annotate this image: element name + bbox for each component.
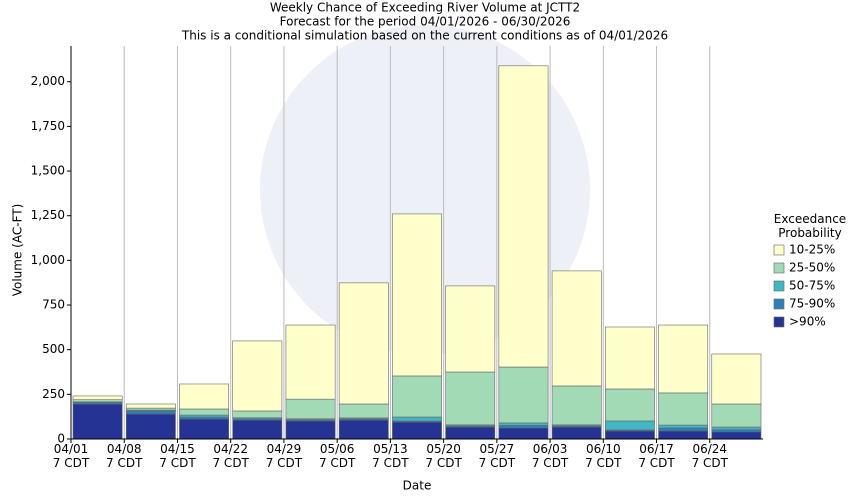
y-axis-label: Volume (AC-FT): [11, 204, 25, 297]
bar-segment: [445, 426, 496, 440]
bar-segment: [392, 416, 442, 422]
bar-segment: [232, 410, 283, 419]
x-tick-label: 06/10 7 CDT: [585, 442, 622, 470]
bar-segment: [551, 426, 602, 440]
legend-swatch: [773, 262, 785, 274]
bar-segment: [605, 430, 655, 440]
bar-segment: [125, 410, 176, 415]
bar-segment: [711, 426, 762, 431]
bar-segment: [605, 420, 655, 431]
x-tick-label: 04/29 7 CDT: [265, 442, 303, 470]
bar-segment: [285, 324, 336, 400]
x-axis-label: Date: [403, 479, 432, 493]
bar-segment: [711, 353, 762, 405]
bar-segment: [605, 388, 655, 422]
bar-segment: [445, 285, 496, 373]
bar-segment: [711, 429, 762, 433]
bar-segment: [125, 403, 176, 409]
bar-segment: [498, 422, 549, 426]
bar-segment: [551, 270, 602, 387]
x-tick-label: 04/15 7 CDT: [159, 442, 196, 470]
x-tick-label: 05/13 7 CDT: [372, 442, 409, 470]
x-tick-label: 04/22 7 CDT: [212, 442, 249, 470]
y-tick-label: 1,500: [31, 164, 65, 178]
bar-segment: [72, 395, 123, 401]
legend-label: 75-90%: [789, 297, 835, 311]
legend-label: 25-50%: [789, 261, 835, 275]
legend-swatch: [773, 316, 785, 328]
x-tick-label: 05/06 7 CDT: [318, 442, 356, 470]
bar-segment: [711, 403, 762, 428]
bar-segment: [392, 421, 442, 440]
bar-segment: [72, 399, 123, 403]
bar-segment: [711, 431, 762, 440]
bar-segment: [232, 340, 283, 412]
legend-label: 10-25%: [789, 243, 835, 257]
legend-label: >90%: [789, 315, 826, 329]
x-tick-label: 06/03 7 CDT: [531, 442, 569, 470]
bar-segment: [179, 418, 229, 440]
bar-segment: [658, 430, 709, 440]
bar-segment: [658, 324, 709, 394]
bar-segment: [498, 366, 549, 424]
legend-swatch: [773, 298, 785, 310]
x-tick-label: 04/01 7 CDT: [52, 442, 90, 470]
y-tick-label: 1,250: [31, 208, 65, 222]
bar-segment: [658, 424, 709, 429]
bar-segment: [498, 65, 549, 368]
bar-segment: [392, 213, 442, 377]
x-tick-label: 06/24 7 CDT: [691, 442, 728, 470]
y-tick-label: 2,000: [31, 74, 65, 88]
bar-segment: [338, 282, 389, 405]
bar-segment: [498, 427, 549, 440]
y-tick-label: 0: [57, 432, 65, 446]
bar-segment: [498, 425, 549, 429]
y-tick-label: 250: [42, 387, 65, 401]
bar-segment: [72, 403, 123, 440]
bar-segment: [232, 419, 283, 440]
bar-segment: [338, 403, 389, 419]
legend-swatch: [773, 280, 785, 292]
y-tick-label: 750: [42, 298, 65, 312]
y-tick-label: 1,750: [31, 119, 65, 133]
x-tick-label: 05/20 7 CDT: [425, 442, 462, 470]
bar-segment: [445, 371, 496, 426]
bar-segment: [179, 408, 229, 416]
legend-swatch: [773, 244, 785, 256]
legend-label: 50-75%: [789, 279, 835, 293]
bar-segment: [285, 420, 336, 440]
chart-subtitle: Forecast for the period 04/01/2026 - 06/…: [280, 15, 571, 29]
chart-note: This is a conditional simulation based o…: [181, 29, 668, 43]
chart-title: Weekly Chance of Exceeding River Volume …: [270, 1, 580, 15]
x-tick-label: 04/08 7 CDT: [106, 442, 143, 470]
legend-title: Exceedance Probability: [773, 212, 847, 240]
y-tick-label: 500: [42, 342, 65, 356]
bar-segment: [658, 427, 709, 432]
bar-segment: [285, 398, 336, 420]
bar-segment: [392, 375, 442, 418]
bar-segment: [551, 385, 602, 426]
bar-segment: [658, 392, 709, 426]
bar-segment: [125, 413, 176, 440]
bar-segment: [338, 419, 389, 440]
bar-segment: [605, 326, 655, 390]
bar-segment: [179, 383, 229, 410]
y-tick-label: 1,000: [31, 253, 65, 267]
x-tick-label: 05/27 7 CDT: [478, 442, 516, 470]
x-tick-label: 06/17 7 CDT: [638, 442, 675, 470]
